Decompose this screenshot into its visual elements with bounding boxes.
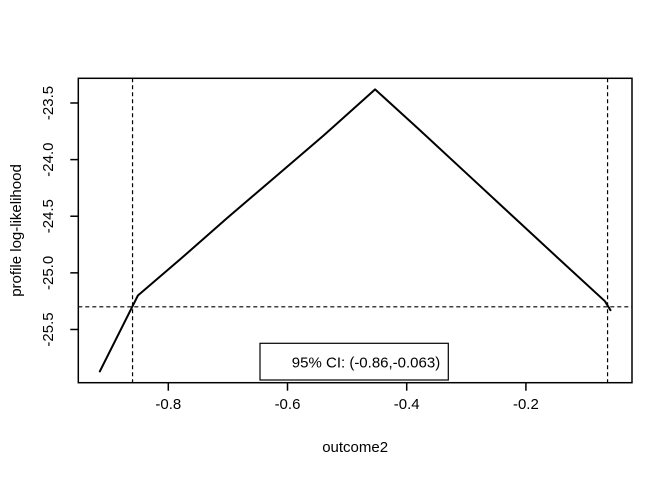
x-tick-label: -0.6: [275, 396, 301, 413]
x-axis-title: outcome2: [322, 439, 388, 456]
x-tick-label: -0.2: [513, 396, 539, 413]
x-tick-label: -0.4: [394, 396, 420, 413]
x-tick-label: -0.8: [155, 396, 181, 413]
plot-border-box: [77, 77, 633, 384]
profile-log-likelihood-curve: [98, 88, 612, 373]
y-tick-label: -24.0: [40, 142, 57, 176]
ci-legend-text: 95% CI: (-0.86,-0.063): [292, 355, 440, 372]
y-tick-label: -23.5: [40, 86, 57, 120]
y-axis-title: profile log-likelihood: [8, 164, 25, 297]
y-tick-label: -24.5: [40, 199, 57, 233]
y-tick-label: -25.0: [40, 256, 57, 290]
ci-legend-box: [259, 342, 449, 381]
y-tick-label: -25.5: [40, 312, 57, 346]
